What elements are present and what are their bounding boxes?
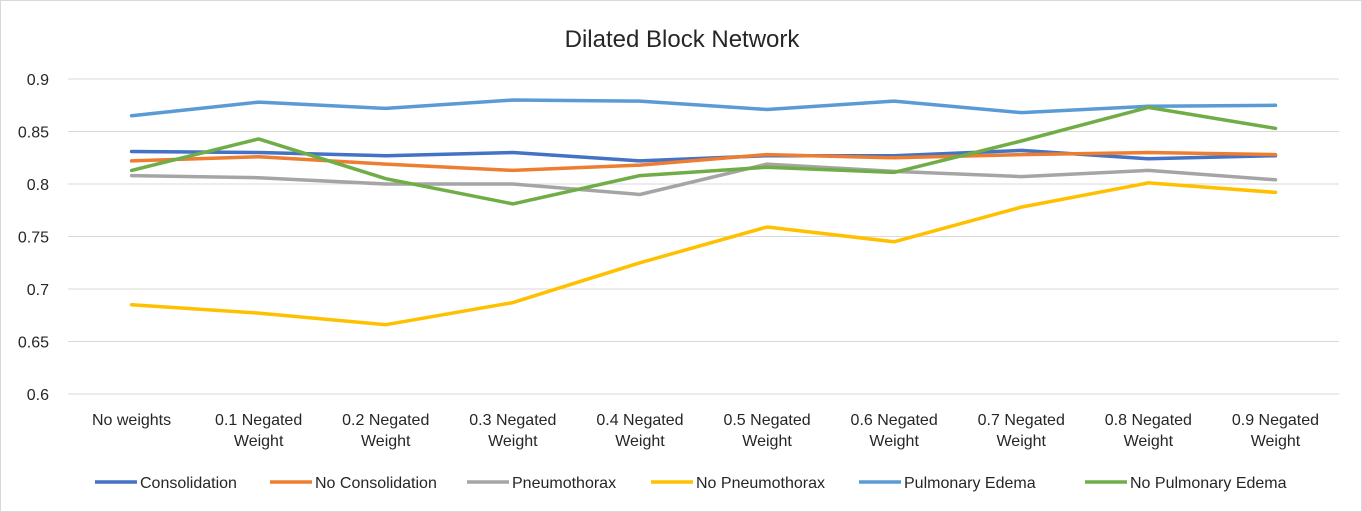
- y-tick-label: 0.9: [27, 72, 49, 89]
- legend-label: No Pneumothorax: [696, 475, 825, 492]
- x-tick-label: 0.8 Negated Weight: [1105, 412, 1192, 450]
- x-tick-label: 0.5 Negated Weight: [723, 412, 810, 450]
- x-tick-label: 0.9 Negated Weight: [1232, 412, 1319, 450]
- series-line-pulmonary-edema: [129, 98, 1278, 118]
- y-tick-label: 0.75: [18, 230, 49, 247]
- x-tick-label-line: Weight: [996, 433, 1046, 450]
- gridlines: [68, 78, 1339, 395]
- y-tick-label: 0.65: [18, 335, 49, 352]
- x-tick-label-line: 0.9 Negated: [1232, 412, 1319, 429]
- legend-label: Pulmonary Edema: [904, 475, 1036, 492]
- legend-label: Consolidation: [140, 475, 237, 492]
- x-tick-label-line: Weight: [869, 433, 919, 450]
- y-tick-label: 0.8: [27, 177, 49, 194]
- series-lines: [129, 98, 1278, 327]
- x-tick-label-line: Weight: [615, 433, 665, 450]
- x-tick-label-line: Weight: [488, 433, 538, 450]
- x-tick-label-line: No weights: [92, 412, 171, 429]
- y-axis-ticks: 0.9 0.85 0.8 0.75 0.7 0.65 0.6: [18, 72, 49, 404]
- x-tick-label: 0.4 Negated Weight: [596, 412, 683, 450]
- x-tick-label-line: Weight: [234, 433, 284, 450]
- legend-label: Pneumothorax: [512, 475, 616, 492]
- series-line-pneumothorax: [129, 162, 1278, 197]
- x-tick-label-line: Weight: [742, 433, 792, 450]
- x-tick-label-line: 0.6 Negated: [851, 412, 938, 429]
- x-tick-label: 0.3 Negated Weight: [469, 412, 556, 450]
- legend: Consolidation No Consolidation Pneumothora…: [95, 475, 1287, 492]
- x-tick-label: 0.2 Negated Weight: [342, 412, 429, 450]
- x-tick-label-line: 0.7 Negated: [978, 412, 1065, 429]
- x-tick-label: 0.1 Negated Weight: [215, 412, 302, 450]
- chart-title: Dilated Block Network: [565, 26, 801, 53]
- x-tick-label-line: 0.1 Negated: [215, 412, 302, 429]
- series-line-no-pneumothorax: [129, 181, 1278, 327]
- y-tick-label: 0.85: [18, 125, 49, 142]
- x-tick-label: 0.6 Negated Weight: [851, 412, 938, 450]
- legend-label: No Pulmonary Edema: [1130, 475, 1287, 492]
- x-axis-ticks: No weights 0.1 Negated Weight 0.2 Negated We…: [92, 412, 1319, 450]
- legend-label: No Consolidation: [315, 475, 437, 492]
- x-tick-label-line: Weight: [1124, 433, 1174, 450]
- x-tick-label-line: 0.2 Negated: [342, 412, 429, 429]
- x-tick-label: No weights: [92, 412, 171, 429]
- y-tick-label: 0.6: [27, 387, 49, 404]
- x-tick-label-line: 0.3 Negated: [469, 412, 556, 429]
- x-tick-label: 0.7 Negated Weight: [978, 412, 1065, 450]
- x-tick-label-line: Weight: [361, 433, 411, 450]
- series-line-no-pulmonary-edema: [129, 105, 1278, 206]
- x-tick-label-line: 0.5 Negated: [723, 412, 810, 429]
- x-tick-label-line: 0.8 Negated: [1105, 412, 1192, 429]
- y-tick-label: 0.7: [27, 282, 49, 299]
- x-tick-label-line: 0.4 Negated: [596, 412, 683, 429]
- x-tick-label-line: Weight: [1251, 433, 1301, 450]
